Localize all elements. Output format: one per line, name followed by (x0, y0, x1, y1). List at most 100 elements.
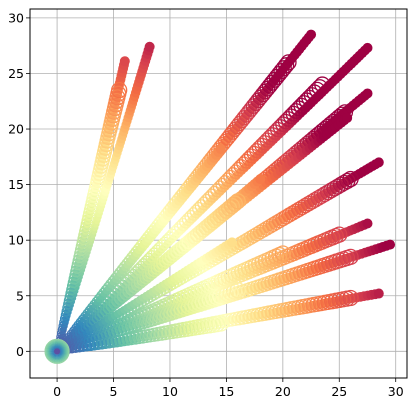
ring-marker (58, 321, 68, 331)
origin-ring-marker (50, 344, 64, 358)
x-tick-label: 15 (218, 384, 234, 399)
ring-marker (251, 140, 267, 156)
ring-marker (186, 207, 201, 221)
ring-marker (77, 341, 89, 353)
y-tick-label: 0 (16, 344, 24, 359)
ring-marker (194, 199, 209, 213)
scatter-series (53, 193, 246, 355)
ring-marker (267, 124, 283, 140)
ring-marker (280, 111, 297, 127)
x-axis-ticks: 0 5 10 15 20 25 30 (53, 378, 404, 399)
y-tick-label: 20 (8, 122, 24, 137)
ring-marker (342, 289, 359, 307)
ring-marker (249, 143, 265, 159)
x-tick-label: 20 (275, 384, 291, 399)
scatter-points (44, 29, 396, 364)
origin-ring-marker (45, 339, 69, 363)
origin-ring-marker (49, 343, 65, 359)
y-tick-label: 10 (8, 233, 24, 248)
x-tick-label: 25 (331, 384, 347, 399)
point-marker (119, 56, 130, 67)
origin-ring-marker (52, 346, 62, 356)
point-marker (342, 112, 353, 123)
ring-marker (223, 197, 241, 215)
y-axis-ticks: 0 5 10 15 20 25 30 (8, 10, 30, 359)
ring-marker (233, 159, 249, 174)
ring-marker (274, 245, 291, 262)
ring-marker (223, 169, 238, 185)
point-marker (306, 29, 317, 40)
ring-marker (342, 248, 359, 266)
ring-marker (228, 164, 243, 179)
ring-marker (269, 121, 286, 138)
ring-marker (212, 315, 229, 332)
ring-marker (205, 188, 220, 203)
scatter-series (53, 81, 128, 355)
ring-marker (277, 113, 294, 130)
ring-marker (225, 167, 241, 182)
ring-marker (81, 340, 93, 352)
ring-marker (231, 161, 246, 177)
point-marker (362, 42, 373, 53)
ring-marker (275, 60, 292, 77)
ring-marker (229, 282, 246, 299)
ring-marker (70, 343, 81, 354)
ring-marker (173, 220, 188, 234)
ring-marker (254, 137, 270, 153)
ring-marker (199, 193, 214, 208)
ring-marker (342, 170, 359, 188)
point-marker (227, 237, 238, 248)
ring-marker (176, 217, 190, 232)
ring-marker (311, 79, 328, 96)
scatter-series (53, 315, 229, 355)
ring-marker (170, 244, 185, 259)
ring-marker (192, 201, 206, 216)
ring-marker (210, 183, 225, 198)
y-tick-label: 30 (8, 10, 24, 25)
ring-marker (189, 204, 204, 219)
ring-marker (256, 135, 273, 151)
ring-marker (262, 129, 278, 146)
origin-ring-marker (48, 342, 66, 360)
ring-marker (308, 81, 326, 98)
ring-marker (207, 185, 222, 200)
ring-marker (241, 151, 257, 166)
ring-marker (339, 172, 356, 190)
y-tick-label: 5 (16, 288, 24, 303)
ring-marker (215, 177, 230, 193)
x-tick-label: 30 (388, 384, 404, 399)
plot-frame (29, 8, 408, 379)
ring-marker (229, 193, 246, 210)
ring-marker (280, 54, 297, 71)
ring-marker (212, 180, 227, 195)
ring-marker (226, 195, 243, 212)
y-tick-label: 15 (8, 177, 24, 192)
point-marker (215, 144, 226, 155)
x-tick-label: 0 (53, 384, 61, 399)
ring-marker (220, 172, 235, 187)
ring-marker (179, 215, 193, 229)
ring-marker (184, 209, 198, 224)
ring-marker (218, 175, 233, 190)
point-marker (362, 88, 373, 99)
origin-ring-marker (47, 341, 67, 361)
ring-marker (74, 342, 85, 353)
origin-ring-marker (51, 345, 63, 357)
ring-marker (111, 81, 128, 99)
origin-ring-marker (46, 340, 68, 362)
x-tick-label: 10 (162, 384, 178, 399)
ring-marker (202, 191, 217, 206)
origin-cluster (44, 338, 70, 364)
ring-marker (259, 132, 275, 148)
ring-marker (181, 212, 196, 226)
ring-marker (275, 116, 291, 132)
ring-marker (278, 57, 295, 74)
ring-marker (314, 76, 331, 93)
y-tick-label: 25 (8, 66, 24, 81)
point-marker (362, 218, 373, 229)
ring-marker (197, 196, 212, 211)
point-marker (385, 239, 396, 250)
point-marker (373, 157, 384, 168)
ring-marker (272, 119, 289, 135)
